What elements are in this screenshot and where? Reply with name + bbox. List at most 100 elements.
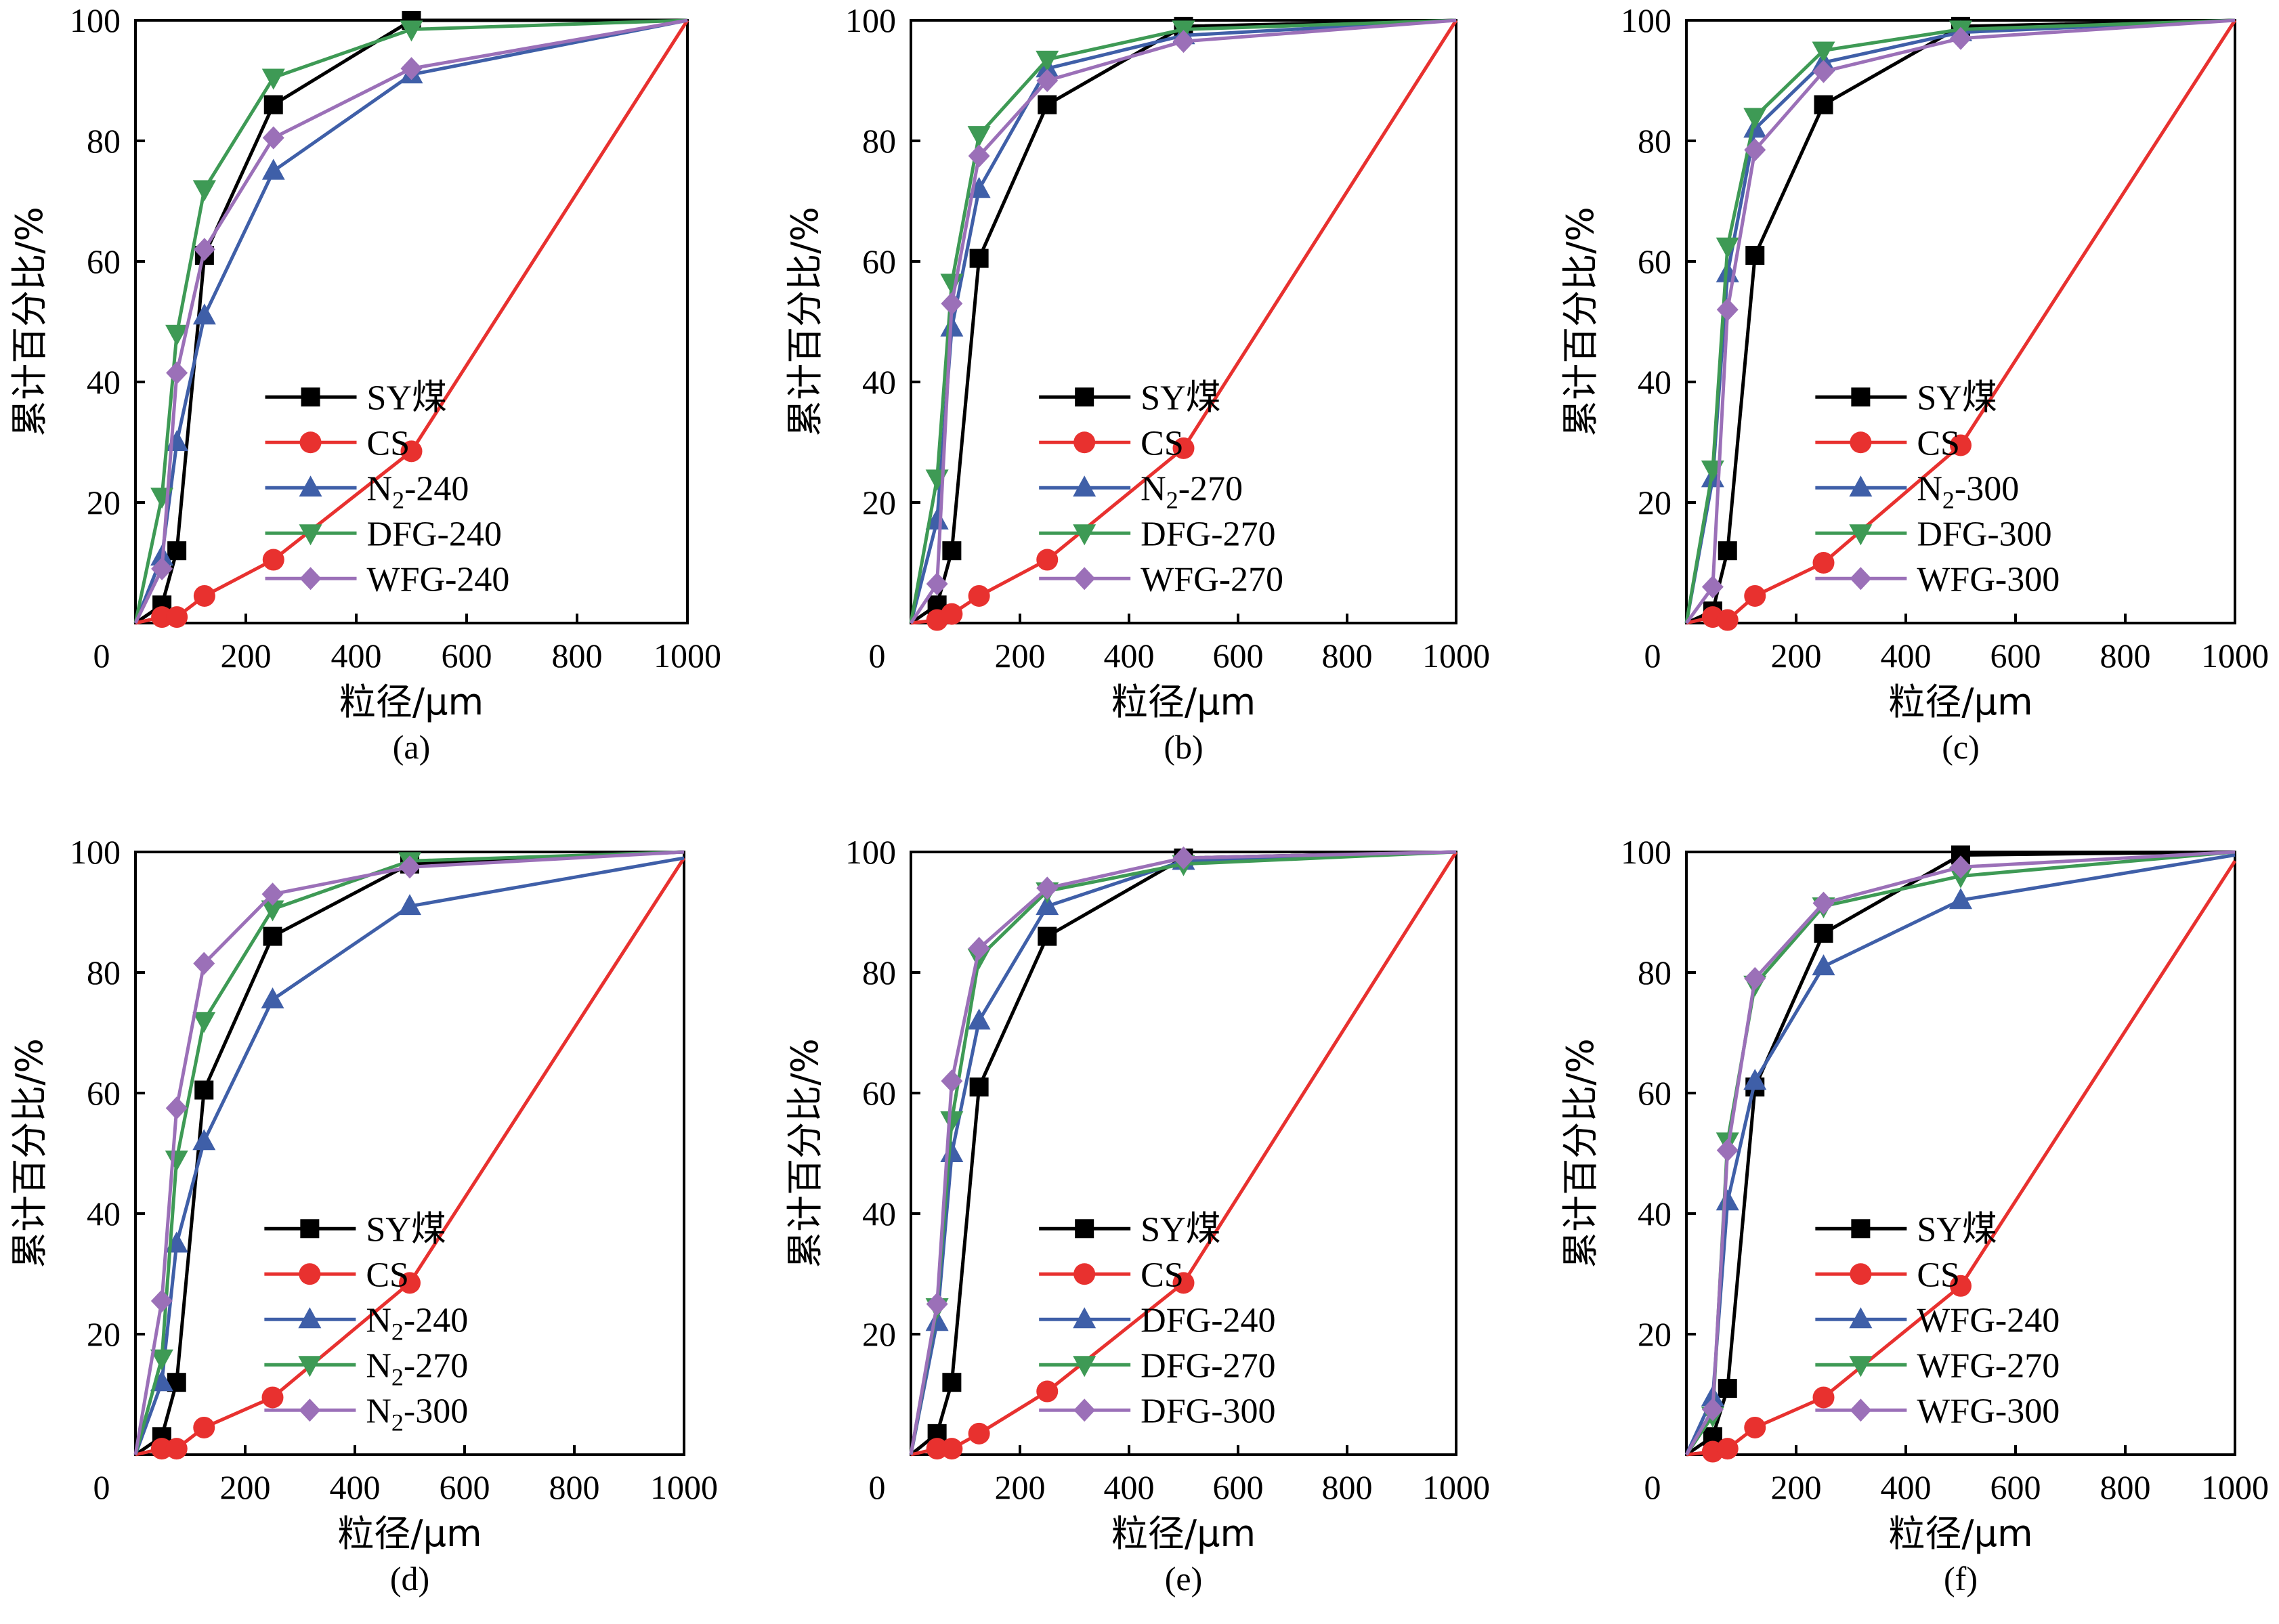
legend-marker [1073, 1356, 1096, 1377]
data-point-marker [1172, 437, 1195, 459]
legend-marker [1850, 431, 1872, 454]
plot-frame [1685, 19, 2236, 624]
data-point-marker [1744, 1416, 1766, 1438]
data-point-marker [398, 894, 421, 916]
data-point-marker [1950, 434, 1972, 456]
data-point-marker [150, 1289, 173, 1313]
legend-item: SY煤 [265, 379, 447, 417]
data-point-marker [942, 1373, 962, 1392]
legend-item: WFG-240 [265, 560, 509, 599]
data-point-marker [1949, 888, 1972, 910]
x-tick-label: 1000 [650, 1468, 718, 1506]
series-WFG-240 [133, 18, 688, 624]
legend-marker [1073, 1307, 1096, 1329]
legend-label: SY煤 [1141, 379, 1220, 417]
x-tick-label: 1000 [654, 637, 721, 675]
legend-marker [1075, 387, 1094, 407]
legend: SY煤 CS WFG-240 WFG-270 WFG-300 [1815, 1210, 2060, 1430]
x-tick-label: 1000 [2201, 637, 2269, 675]
legend-item: DFG-300 [1039, 1392, 1276, 1430]
data-point-marker [968, 937, 990, 960]
legend-marker [1073, 524, 1096, 546]
y-axis-title: 累计百分比/% [8, 1038, 51, 1268]
panel-label: (a) [393, 728, 431, 766]
x-tick-label: 200 [1771, 1468, 1822, 1506]
y-tick-label: 40 [862, 363, 896, 401]
legend-marker [1073, 431, 1096, 454]
legend-item: CS [1815, 424, 1960, 463]
legend-marker [1073, 475, 1096, 497]
data-point-marker [1950, 26, 1972, 50]
data-point-marker [1744, 138, 1766, 162]
x-tick-label: 600 [442, 637, 492, 675]
data-point-marker [263, 95, 283, 114]
legend-label-main: N [1917, 469, 1942, 508]
panel-label: (e) [1165, 1560, 1203, 1598]
y-tick-label: 80 [1638, 122, 1671, 160]
legend-marker [1073, 1263, 1096, 1285]
legend-label: DFG-270 [1141, 515, 1275, 553]
x-tick-label: 400 [1104, 637, 1155, 675]
legend-label: DFG-240 [1141, 1301, 1275, 1340]
data-point-marker [1814, 95, 1833, 114]
legend-label: WFG-300 [1917, 560, 2060, 599]
data-point-marker [1172, 846, 1195, 870]
legend-marker [301, 387, 320, 407]
data-point-marker [925, 1310, 949, 1331]
legend-label: N2-240 [367, 469, 469, 513]
legend-item: WFG-300 [1815, 560, 2060, 599]
legend-label: SY煤 [1917, 1210, 1997, 1249]
data-point-marker [1812, 552, 1835, 574]
data-point-marker [261, 987, 284, 1009]
x-tick-label: 1000 [1422, 637, 1490, 675]
legend-label: SY煤 [366, 1210, 446, 1249]
legend-marker [1849, 1356, 1873, 1377]
data-point-marker [193, 238, 215, 261]
data-point-marker [261, 158, 285, 180]
y-tick-label: 40 [87, 1195, 121, 1233]
data-point-marker [1744, 966, 1766, 990]
data-point-marker [969, 1077, 989, 1097]
legend-item: SY煤 [1815, 379, 1997, 417]
legend-label-main: N [366, 1392, 391, 1430]
legend-item: WFG-300 [1815, 1392, 2060, 1430]
legend-item: WFG-270 [1039, 560, 1283, 599]
legend-label-sub: 2 [1166, 486, 1178, 513]
data-point-marker [941, 1069, 963, 1093]
y-axis-title: 累计百分比/% [1559, 1038, 1602, 1268]
series-CS [135, 857, 686, 1460]
data-point-marker [1038, 95, 1057, 114]
y-tick-label: 40 [1638, 1195, 1671, 1233]
data-point-marker [1812, 1386, 1835, 1409]
x-tick-label: 800 [1322, 1468, 1373, 1506]
data-point-marker [968, 584, 990, 607]
data-point-marker [1950, 855, 1972, 879]
x-axis-title: 粒径/μm [339, 681, 484, 723]
origin-tick-label: 0 [93, 1468, 110, 1506]
data-point-marker [941, 292, 963, 316]
data-point-marker [1716, 609, 1739, 631]
data-point-marker [940, 1111, 964, 1133]
x-tick-label: 600 [1213, 637, 1264, 675]
legend-label: WFG-270 [1917, 1346, 2060, 1385]
legend-label-main: N [367, 469, 393, 508]
legend-label-main: N [1141, 469, 1166, 508]
data-point-marker [1718, 1379, 1737, 1398]
data-point-marker [399, 1272, 421, 1294]
data-point-marker [399, 855, 421, 879]
data-point-marker [967, 126, 991, 148]
data-point-marker [1036, 50, 1059, 72]
y-tick-label: 60 [87, 1074, 121, 1112]
y-tick-label: 20 [862, 484, 896, 521]
data-point-marker [261, 900, 284, 922]
legend-item: SY煤 [1815, 1210, 1997, 1249]
data-point-marker [1814, 924, 1833, 943]
x-tick-label: 1000 [1422, 1468, 1490, 1506]
legend-label-rest: -300 [1955, 469, 2019, 508]
x-tick-label: 600 [1990, 637, 2041, 675]
origin-tick-label: 0 [869, 637, 886, 675]
legend-label: DFG-300 [1917, 515, 2051, 553]
